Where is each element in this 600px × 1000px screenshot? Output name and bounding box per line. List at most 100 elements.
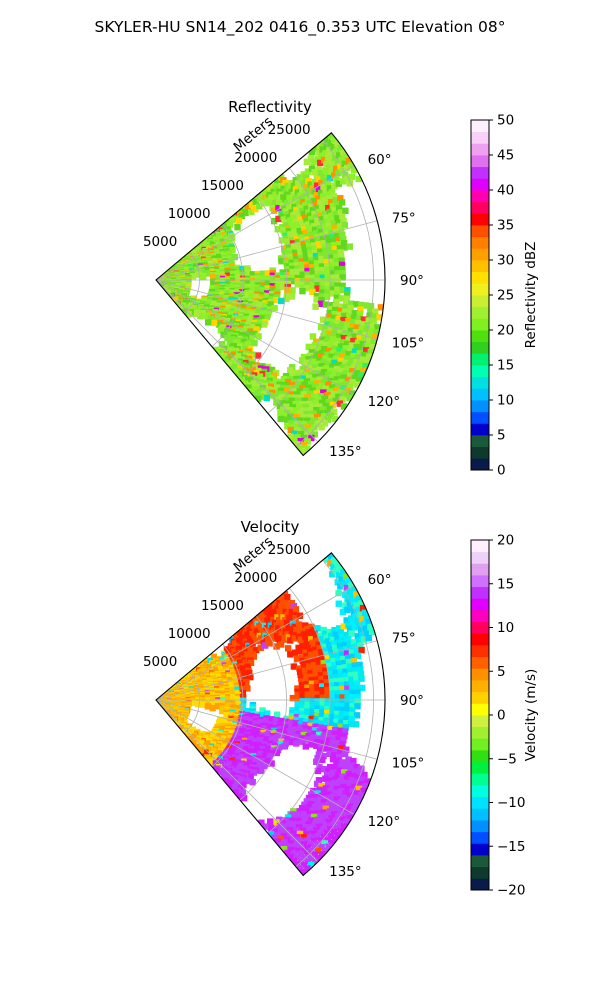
colorbar-tick-label: −15 xyxy=(497,839,526,855)
colorbar-tick-label: 20 xyxy=(497,323,514,339)
polar-grid xyxy=(155,139,385,447)
range-ring xyxy=(267,167,331,414)
colorbar-tick-label: 35 xyxy=(497,218,514,234)
colorbar-tick-label: 50 xyxy=(497,113,514,129)
subplot-title: Velocity xyxy=(241,518,300,536)
colorbar-tick-label: 10 xyxy=(497,393,514,409)
colorbar-segment xyxy=(471,703,489,716)
azimuth-tick-label: 120° xyxy=(368,394,401,410)
azimuth-tick-label: 105° xyxy=(392,756,425,772)
colorbar-segment xyxy=(471,271,489,284)
range-ring xyxy=(239,195,287,381)
azimuth-gridline xyxy=(155,699,319,863)
colorbar-segment xyxy=(471,785,489,798)
colorbar-tick-label: 15 xyxy=(497,576,514,592)
colorbar-segment xyxy=(471,330,489,343)
colorbar-segment xyxy=(471,551,489,564)
colorbar-segment xyxy=(471,656,489,669)
azimuth-tick-label: 135° xyxy=(329,864,362,880)
colorbar-label: Reflectivity dBZ xyxy=(523,242,539,349)
sector-frame xyxy=(155,132,386,457)
azimuth-gridline xyxy=(155,279,319,443)
range-tick-label: 15000 xyxy=(201,598,244,614)
colorbar-segment xyxy=(471,668,489,681)
azimuth-gridline xyxy=(155,699,355,815)
colorbar-segment xyxy=(471,166,489,179)
colorbar-segment xyxy=(471,283,489,296)
range-ring xyxy=(267,587,331,834)
colorbar-segment xyxy=(471,598,489,611)
colorbar-tick-label: −10 xyxy=(497,795,526,811)
colorbar-segment xyxy=(471,563,489,576)
colorbar-segment xyxy=(471,120,489,133)
colorbar-tick-label: 15 xyxy=(497,358,514,374)
range-ring xyxy=(211,643,244,767)
range-tick-label: 15000 xyxy=(201,178,244,194)
colorbar-segment xyxy=(471,540,489,553)
colorbar-tick-label: 0 xyxy=(497,463,506,479)
radar-field xyxy=(156,133,385,456)
colorbar-segment xyxy=(471,610,489,623)
colorbar-segment xyxy=(471,843,489,856)
colorbar-segment xyxy=(471,831,489,844)
azimuth-gridline xyxy=(155,585,355,701)
colorbar-segment xyxy=(471,260,489,273)
range-ring xyxy=(295,559,374,867)
colorbar-tick-label: 30 xyxy=(497,253,514,269)
colorbar-segment xyxy=(471,866,489,879)
colorbar-tick-label: 45 xyxy=(497,148,514,164)
range-tick-label: 20000 xyxy=(234,570,277,586)
range-tick-label: 25000 xyxy=(268,122,311,138)
colorbar-segment xyxy=(471,645,489,658)
colorbar-segment xyxy=(471,400,489,413)
colorbar-segment xyxy=(471,225,489,238)
figure-title: SKYLER-HU SN14_202 0416_0.353 UTC Elevat… xyxy=(95,18,506,37)
colorbar-tick-label: 0 xyxy=(497,708,506,724)
azimuth-gridline xyxy=(155,165,355,281)
colorbar-segment xyxy=(471,295,489,308)
colorbar-segment xyxy=(471,143,489,156)
colorbar-segment xyxy=(471,878,489,891)
subplot-title: Reflectivity xyxy=(228,98,312,116)
azimuth-tick-label: 120° xyxy=(368,814,401,830)
colorbar-segment xyxy=(471,248,489,261)
colorbar-segment xyxy=(471,178,489,191)
colorbar-tick-label: −5 xyxy=(497,751,517,767)
colorbar-segment xyxy=(471,190,489,203)
azimuth-gridline xyxy=(155,220,378,281)
colorbar-label: Velocity (m/s) xyxy=(523,669,539,762)
colorbar: −20 −15 −10 −5 0 5 10 15 20 Velocity (m/s) xyxy=(470,533,539,899)
colorbar-segment xyxy=(471,201,489,214)
colorbar-segment xyxy=(471,738,489,751)
range-tick-label: 25000 xyxy=(268,542,311,558)
colorbar-tick-label: 20 xyxy=(497,533,514,549)
colorbar-tick-label: 25 xyxy=(497,288,514,304)
colorbar-segment xyxy=(471,131,489,144)
range-tick-label: 10000 xyxy=(168,626,211,642)
colorbar-segment xyxy=(471,388,489,401)
colorbar-segment xyxy=(471,586,489,599)
colorbar-tick-label: 40 xyxy=(497,183,514,199)
azimuth-tick-label: 75° xyxy=(392,630,416,646)
colorbar-segment xyxy=(471,213,489,226)
colorbar-tick-label: 5 xyxy=(497,428,506,444)
azimuth-tick-label: 90° xyxy=(400,273,424,289)
colorbar-segment xyxy=(471,820,489,833)
colorbar-segment xyxy=(471,155,489,168)
colorbar-segment xyxy=(471,773,489,786)
colorbar-segment xyxy=(471,423,489,436)
colorbar-segment xyxy=(471,318,489,331)
colorbar-segment xyxy=(471,680,489,693)
range-tick-label: 10000 xyxy=(168,206,211,222)
colorbar-segment xyxy=(471,796,489,809)
colorbar-segment xyxy=(471,435,489,448)
colorbar-segment xyxy=(471,376,489,389)
range-ring xyxy=(211,223,244,347)
azimuth-tick-label: 105° xyxy=(392,336,425,352)
colorbar: 0 5 10 15 20 25 30 35 40 45 50 Reflectivity dBZ xyxy=(470,113,539,479)
radar-field xyxy=(156,553,376,876)
colorbar-segment xyxy=(471,621,489,634)
azimuth-tick-label: 135° xyxy=(329,444,362,460)
colorbar-segment xyxy=(471,715,489,728)
